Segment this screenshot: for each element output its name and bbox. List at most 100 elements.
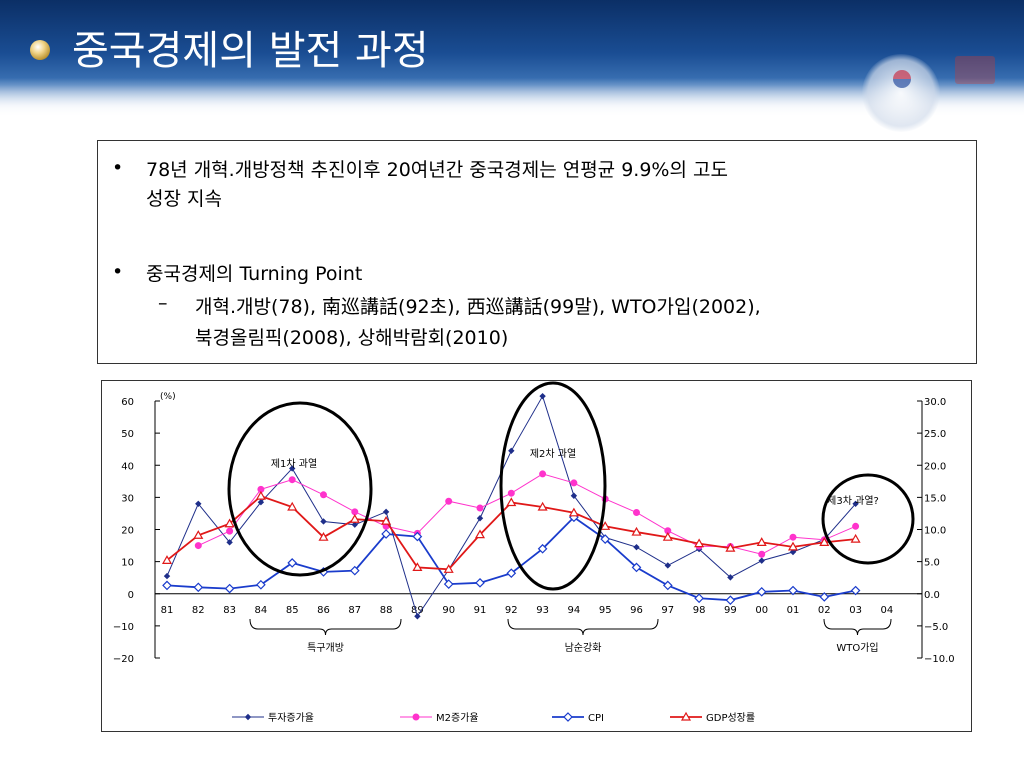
data-point — [476, 504, 484, 512]
right-axis-tick-label: 30.0 — [924, 397, 946, 408]
legend-item: 투자증가율 — [232, 712, 314, 724]
data-point — [507, 489, 515, 497]
data-point — [680, 711, 692, 721]
data-point — [443, 579, 454, 589]
data-point — [443, 564, 454, 573]
data-point — [414, 613, 421, 620]
x-tick-label: 84 — [255, 605, 268, 616]
data-point — [563, 712, 573, 722]
summary-textbox: • 78년 개혁.개방정책 추진이후 20여년간 중국경제는 연평균 9.9%의… — [97, 140, 977, 364]
data-point — [852, 500, 859, 508]
legend-item: GDP성장률 — [670, 711, 755, 724]
x-tick-label: 92 — [505, 605, 518, 616]
data-point — [725, 542, 736, 552]
data-point — [850, 533, 861, 543]
right-axis-tick-label: 15.0 — [924, 493, 946, 504]
data-point — [244, 713, 252, 721]
data-point — [412, 531, 423, 542]
legend-item: CPI — [552, 712, 604, 724]
data-point — [256, 579, 266, 590]
data-point — [852, 522, 860, 530]
bullet-2-line-1: 중국경제의 Turning Point — [146, 263, 363, 285]
data-point — [756, 586, 767, 597]
data-point — [850, 585, 861, 596]
annotation-circle-3 — [821, 473, 915, 565]
data-point — [474, 529, 486, 539]
data-point — [320, 491, 327, 499]
sub-line-2: 북경올림픽(2008), 상해박람회(2010) — [195, 327, 509, 349]
data-point — [506, 568, 517, 579]
data-point — [349, 565, 360, 576]
right-axis-tick-label: −5.0 — [924, 622, 948, 633]
chart-frame: 60 50 40 30 20 10 0 −10 −20 30.0 25.0 20.0 15.0 10.0 5… — [101, 380, 972, 732]
data-point — [756, 537, 767, 546]
x-tick-label: 87 — [348, 605, 361, 616]
annotation-label-1: 제1차 과열 — [271, 458, 317, 470]
data-point — [162, 580, 172, 591]
right-axis-tick-label: −10.0 — [924, 654, 955, 665]
data-point — [475, 577, 485, 588]
left-axis-tick-label: 20 — [121, 526, 134, 537]
brace-1-brace — [249, 618, 402, 636]
x-tick-label: 86 — [317, 605, 330, 616]
data-point — [224, 518, 235, 528]
x-tick-label: 03 — [849, 605, 862, 616]
data-point — [758, 550, 766, 558]
taegeuk-icon — [893, 70, 911, 88]
data-point — [508, 447, 515, 455]
legend-label: CPI — [588, 713, 604, 724]
data-point — [351, 521, 359, 528]
x-tick-label: 97 — [661, 605, 674, 616]
data-point — [506, 497, 517, 507]
data-point — [600, 521, 611, 530]
data-point — [819, 537, 830, 546]
brace-3-label: WTO가입 — [836, 641, 878, 654]
data-point — [570, 492, 578, 499]
data-point — [539, 392, 546, 400]
data-point — [694, 538, 705, 548]
sub-line-1: 개혁.개방(78), 南巡講話(92초), 西巡講話(99말), WTO가입(2… — [195, 296, 761, 318]
data-point — [349, 514, 360, 523]
data-point — [288, 476, 296, 484]
series-투자증가율 — [163, 392, 859, 620]
data-point — [195, 500, 202, 508]
data-point — [381, 529, 391, 539]
bullet-1-line-1: 78년 개혁.개방정책 추진이후 20여년간 중국경제는 연평균 9.9%의 고… — [146, 159, 728, 181]
data-point — [194, 542, 202, 550]
data-point — [539, 470, 547, 478]
data-point — [412, 562, 423, 572]
series-line — [166, 516, 856, 602]
brace-3-brace — [823, 618, 892, 636]
korea-flag-emblem — [862, 54, 940, 132]
series-CPI — [162, 512, 861, 606]
data-point — [193, 530, 204, 539]
header-swoosh — [0, 78, 1024, 118]
page-title: 중국경제의 발전 과정 — [72, 28, 429, 74]
data-point — [600, 534, 611, 544]
annotation-label-2: 제2차 과열 — [530, 448, 576, 460]
data-point — [788, 585, 798, 596]
data-point — [694, 593, 704, 604]
data-point — [351, 508, 359, 516]
bullet-dot-icon: • — [112, 261, 124, 283]
legend-item: M2증가율 — [400, 712, 479, 724]
data-point — [662, 580, 673, 591]
legend-label: M2증가율 — [436, 712, 479, 724]
x-tick-label: 90 — [442, 605, 455, 616]
x-tick-label: 85 — [286, 605, 299, 616]
series-line — [166, 394, 856, 618]
data-point — [537, 543, 548, 554]
data-point — [288, 465, 296, 472]
data-point — [382, 508, 390, 516]
data-point — [226, 539, 233, 546]
left-axis-tick-label: 10 — [121, 558, 134, 569]
x-tick-label: 96 — [630, 605, 643, 616]
sub-dash: – — [158, 292, 168, 314]
data-point — [224, 583, 235, 594]
data-point — [789, 548, 797, 556]
data-point — [789, 533, 797, 541]
series-GDP성장률 — [161, 490, 861, 573]
legend-label: GDP성장률 — [706, 712, 755, 724]
left-axis-tick-label: −10 — [113, 622, 134, 633]
data-point — [537, 501, 548, 511]
